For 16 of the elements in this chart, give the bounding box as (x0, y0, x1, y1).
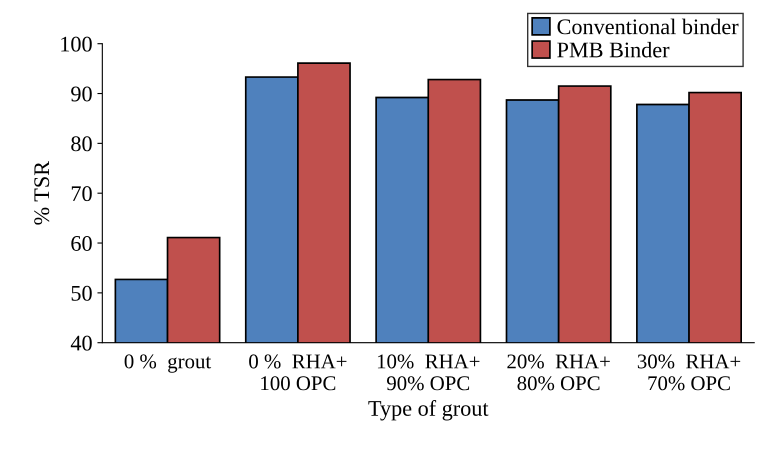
x-tick-label: 30% RHA+ 70% OPC (638, 354, 740, 390)
x-tick-label: 20% RHA+ 80% OPC (507, 354, 610, 390)
y-tick-label: 60 (71, 236, 92, 251)
y-tick-label: 40 (70, 336, 92, 351)
y-tick-label: 70 (72, 186, 92, 202)
x-axis-title: Type of grout (368, 400, 488, 420)
y-tick-label: 90 (71, 86, 92, 102)
y-tick-label: 50 (72, 286, 92, 301)
legend-label: PMB Binder (557, 42, 670, 58)
y-tick-label: 100 (61, 36, 92, 52)
legend-label: Conventional binder (558, 18, 738, 34)
y-tick-label: 80 (71, 136, 92, 152)
x-tick-label: 10% RHA+ 90% OPC (378, 354, 480, 390)
y-axis-title: % TSR (34, 161, 50, 225)
x-tick-label: 0 % RHA+ 100 OPC (249, 354, 346, 390)
x-tick-label: 0 % grout (124, 354, 212, 373)
